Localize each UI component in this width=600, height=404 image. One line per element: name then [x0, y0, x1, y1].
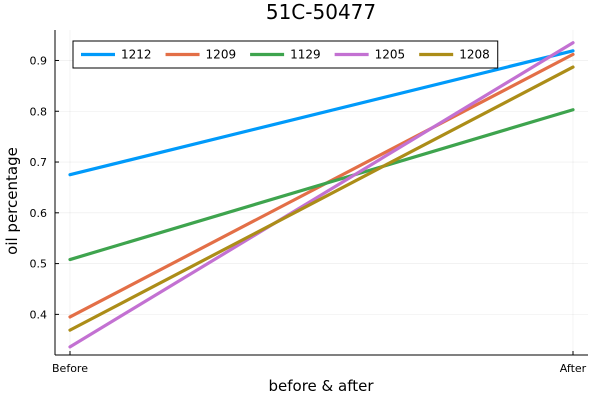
- legend-label-1129: 1129: [290, 48, 321, 62]
- series-line-1205: [68, 41, 575, 349]
- series-line-1129: [68, 108, 575, 262]
- x-axis-label: before & after: [269, 377, 375, 395]
- x-tick-label: Before: [52, 362, 88, 375]
- series-lines: [68, 41, 575, 349]
- chart-title: 51C-50477: [266, 0, 376, 24]
- x-tick-label: After: [560, 362, 587, 375]
- y-tick-label: 0.6: [30, 207, 48, 220]
- legend-label-1212: 1212: [121, 48, 152, 62]
- legend-label-1208: 1208: [459, 48, 490, 62]
- y-tick-label: 0.4: [30, 308, 48, 321]
- y-tick-label: 0.5: [30, 258, 48, 271]
- y-tick-label: 0.8: [30, 105, 48, 118]
- legend: 1212 1209 1129 1205 1208: [72, 40, 499, 69]
- y-axis-label: oil percentage: [3, 147, 21, 255]
- series-line-1212: [68, 49, 575, 177]
- y-tick-label: 0.7: [30, 156, 48, 169]
- legend-label-1209: 1209: [206, 48, 237, 62]
- axes: [54, 30, 588, 356]
- legend-label-1205: 1205: [375, 48, 406, 62]
- y-tick-label: 0.9: [30, 54, 48, 67]
- tick-labels: 0.4 0.5 0.6 0.7 0.8 0.9 Before After: [30, 54, 587, 375]
- series-line-1208: [68, 65, 575, 332]
